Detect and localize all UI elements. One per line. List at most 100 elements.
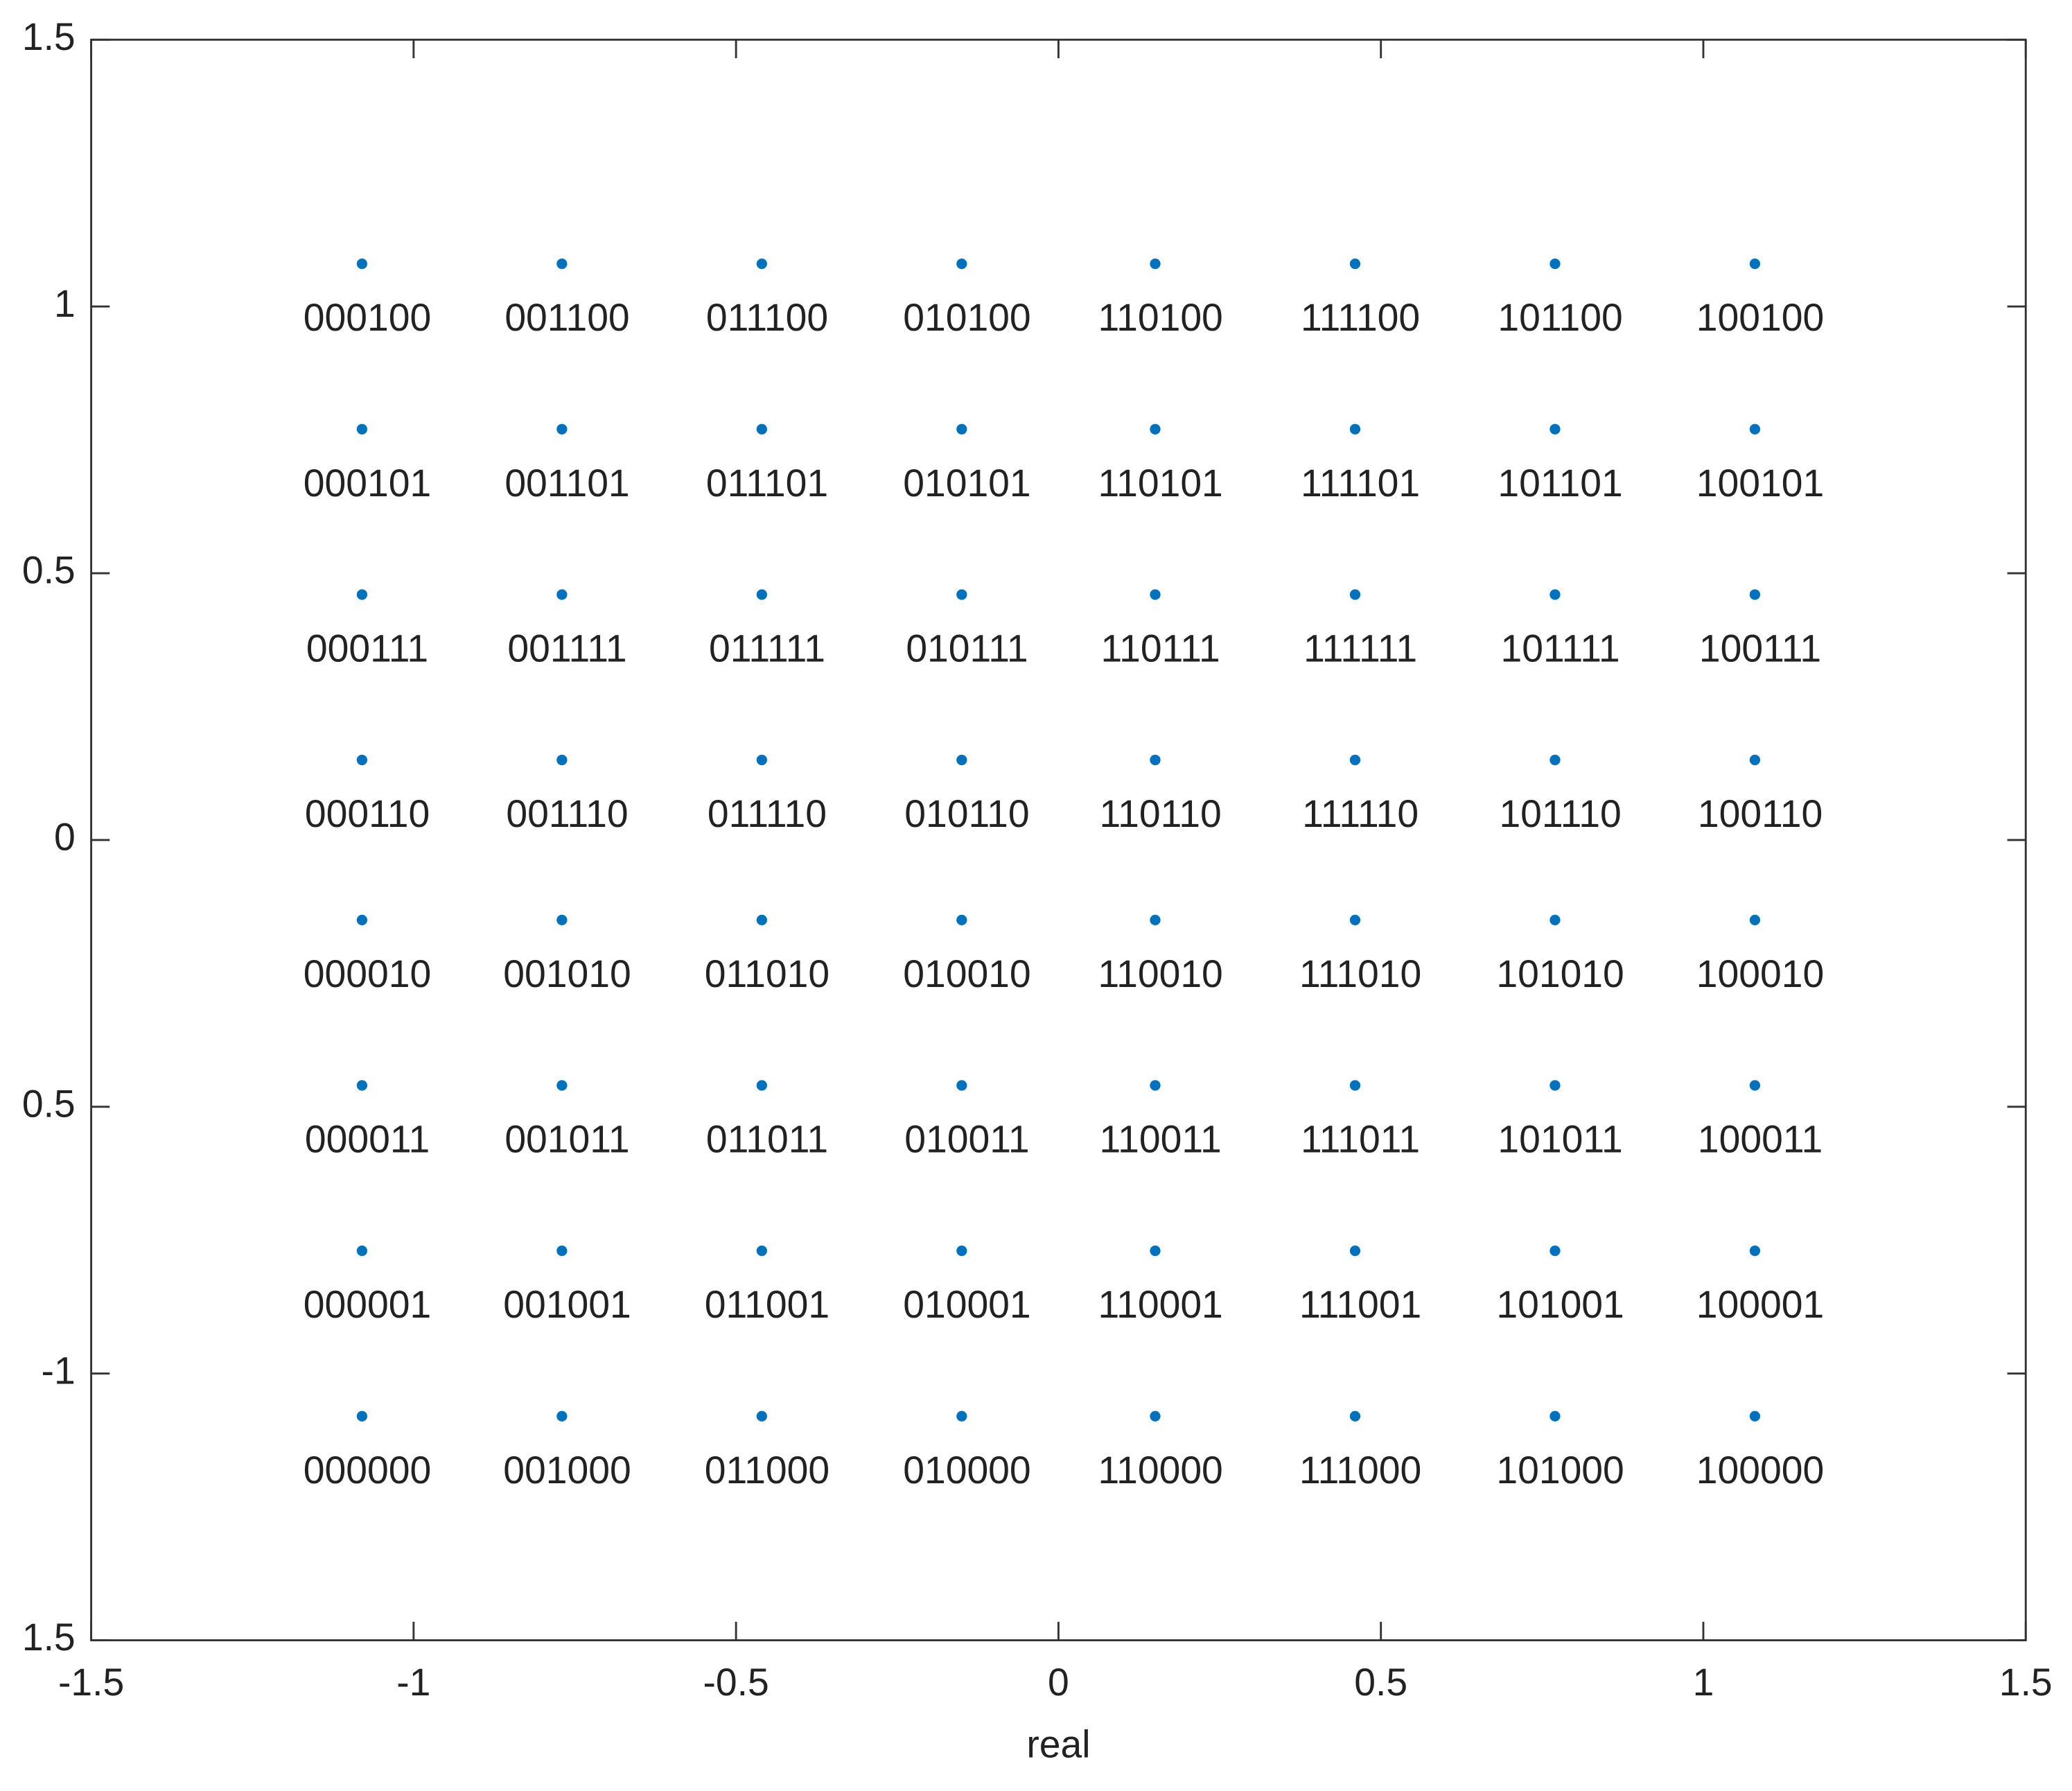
x-axis-label: real (1026, 1723, 1090, 1766)
point (1150, 754, 1161, 766)
point (1549, 1410, 1561, 1422)
point-label: 001111 (507, 627, 626, 670)
point-label: 010000 (903, 1449, 1030, 1492)
point (1150, 1410, 1161, 1422)
point (1150, 914, 1161, 926)
x-tick-label: 0 (1048, 1661, 1069, 1704)
y-tick-label: 0 (54, 816, 76, 859)
point (1150, 258, 1161, 270)
x-tick-label: -1 (396, 1661, 430, 1704)
x-tick-label: 0.5 (1354, 1661, 1407, 1704)
point-label: 011011 (706, 1118, 828, 1161)
point (1749, 589, 1761, 600)
point-label: 111111 (1303, 627, 1417, 670)
point-label: 010110 (904, 792, 1029, 835)
point (956, 258, 967, 270)
point (1549, 258, 1561, 270)
point-label: 011111 (709, 627, 825, 670)
point (1349, 1245, 1361, 1257)
point-label: 001001 (503, 1283, 631, 1326)
point (1349, 754, 1361, 766)
point (1549, 589, 1561, 600)
point-label: 110011 (1099, 1118, 1221, 1161)
y-tick-label: 0.5 (22, 549, 76, 592)
x-tick-label: 1.5 (1999, 1661, 2053, 1704)
point-label: 001000 (503, 1449, 631, 1492)
point-label: 001100 (504, 296, 629, 339)
point (556, 1410, 568, 1422)
point-label: 111010 (1299, 952, 1421, 995)
point-label: 110111 (1101, 627, 1220, 670)
point (756, 1245, 767, 1257)
y-tick-label: -1 (42, 1349, 76, 1392)
point-label: 101011 (1498, 1118, 1622, 1161)
point-label: 100011 (1698, 1118, 1823, 1161)
point (756, 1410, 767, 1422)
point-label: 110010 (1098, 952, 1222, 995)
point (1749, 423, 1761, 435)
point-label: 101100 (1498, 296, 1622, 339)
point-label: 111001 (1299, 1283, 1421, 1326)
plot-box (90, 38, 2027, 1641)
point (356, 1245, 368, 1257)
point (1549, 914, 1561, 926)
point-label: 111000 (1299, 1449, 1421, 1492)
point (556, 1245, 568, 1257)
point (956, 589, 967, 600)
point (1549, 423, 1561, 435)
point-label: 000001 (304, 1283, 431, 1326)
point (956, 1410, 967, 1422)
point-label: 011100 (706, 296, 828, 339)
point-label: 000010 (304, 952, 431, 995)
point-label: 101010 (1496, 952, 1624, 995)
point-label: 011010 (705, 952, 829, 995)
point (1549, 1245, 1561, 1257)
point (1150, 1080, 1161, 1091)
point (956, 423, 967, 435)
point-label: 101001 (1496, 1283, 1624, 1326)
point-label: 010111 (906, 627, 1028, 670)
point-label: 000110 (305, 792, 430, 835)
point-label: 001011 (504, 1118, 629, 1161)
point (756, 754, 767, 766)
point (1549, 754, 1561, 766)
point-label: 110110 (1099, 792, 1221, 835)
point-label: 010100 (903, 296, 1030, 339)
point (956, 1245, 967, 1257)
point-label: 000111 (306, 627, 428, 670)
y-tick-label: 1.5 (22, 15, 76, 58)
point (1349, 1080, 1361, 1091)
point (356, 423, 368, 435)
point (1349, 258, 1361, 270)
point (1150, 423, 1161, 435)
point (356, 589, 368, 600)
point-label: 000000 (304, 1449, 431, 1492)
point-label: 100110 (1698, 792, 1823, 835)
point (1749, 1410, 1761, 1422)
point-label: 010001 (903, 1283, 1030, 1326)
point (756, 914, 767, 926)
point-label: 011101 (706, 462, 828, 505)
point-label: 110001 (1098, 1283, 1222, 1326)
point-label: 001101 (504, 462, 629, 505)
point-label: 101000 (1496, 1449, 1624, 1492)
point-label: 111011 (1301, 1118, 1420, 1161)
point (1349, 914, 1361, 926)
point (356, 1080, 368, 1091)
point-label: 010101 (903, 462, 1030, 505)
point (356, 914, 368, 926)
point (1549, 1080, 1561, 1091)
y-tick-label: 1 (54, 282, 76, 325)
point (1749, 914, 1761, 926)
x-tick-label: -1.5 (58, 1661, 124, 1704)
point-label: 000100 (304, 296, 431, 339)
point-label: 111101 (1301, 462, 1420, 505)
point (756, 589, 767, 600)
point-label: 001010 (503, 952, 631, 995)
point-label: 111110 (1302, 792, 1419, 835)
y-tick-label: 1.5 (22, 1616, 76, 1659)
point (356, 754, 368, 766)
point-label: 100100 (1696, 296, 1824, 339)
